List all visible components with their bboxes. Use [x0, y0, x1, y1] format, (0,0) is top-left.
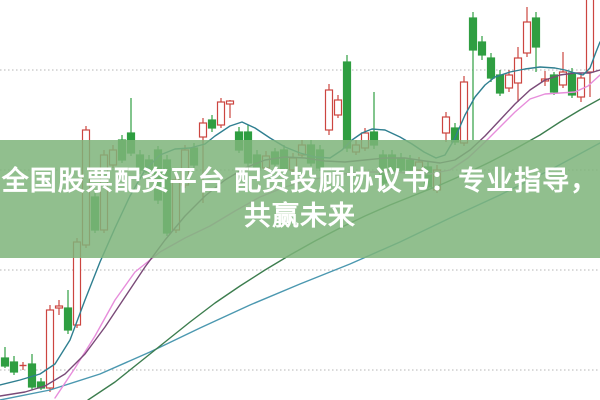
banner-title-line2: 共赢未来 [244, 201, 356, 231]
title-banner-overlay: 全国股票配资平台 配资投顾协议书：专业指导， 共赢未来 [0, 140, 600, 258]
banner-title-line1: 全国股票配资平台 配资投顾协议书：专业指导， [1, 166, 599, 196]
